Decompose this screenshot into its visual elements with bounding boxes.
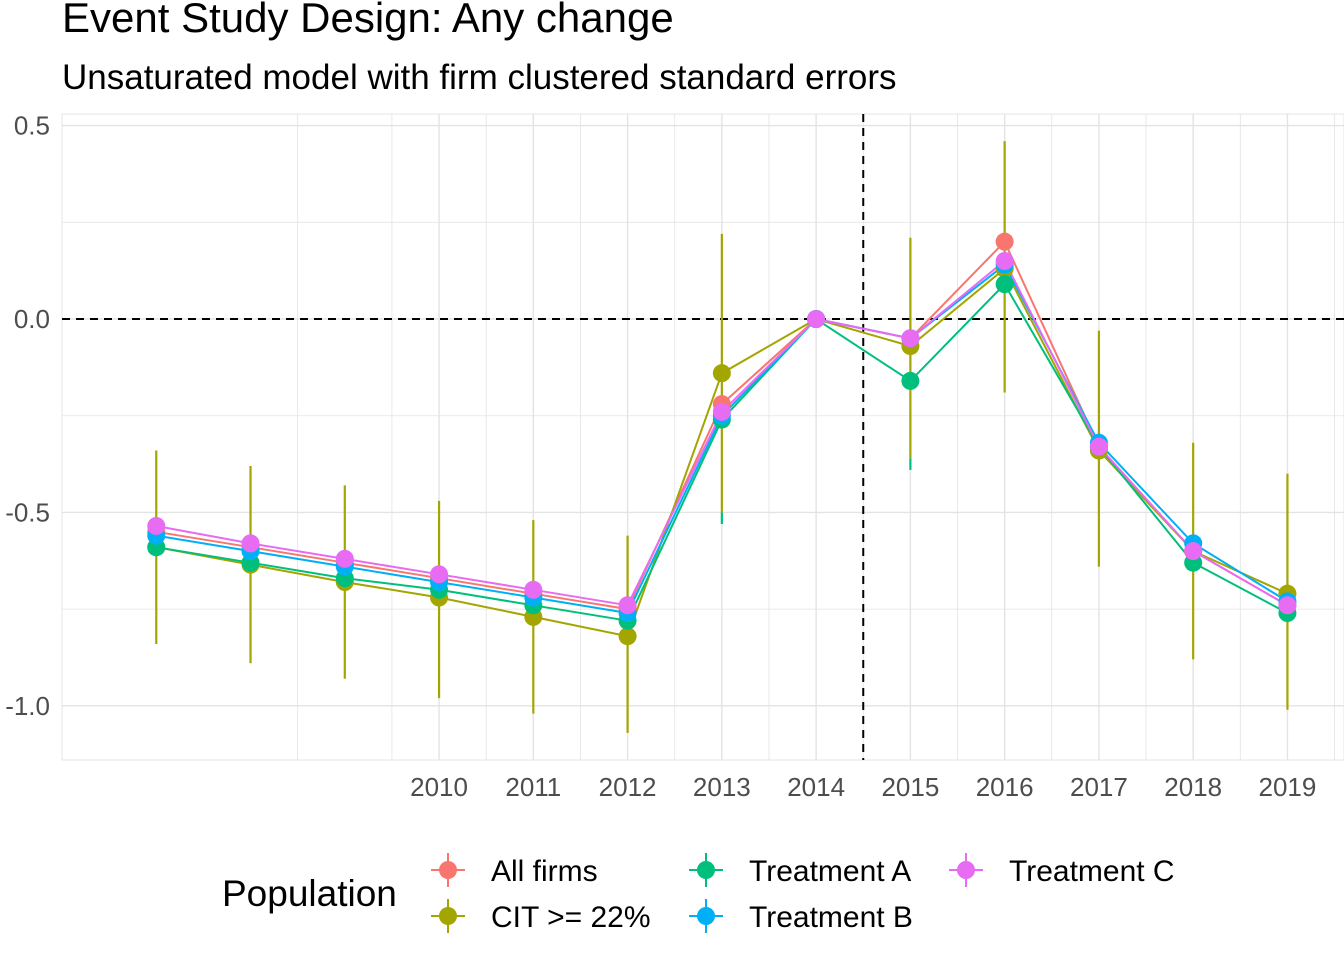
point-treatment-c	[901, 329, 920, 348]
legend-label: CIT >= 22%	[491, 901, 651, 934]
y-tick-label: -1.0	[5, 691, 50, 721]
point-treatment-c	[1184, 542, 1203, 561]
x-tick-label: 2018	[1164, 772, 1222, 802]
point-treatment-c	[524, 580, 543, 599]
axes: 0.5 0.0 -0.5 -1.0 2010 2011 2012 2013 2014 2015 20…	[5, 111, 1316, 802]
x-tick-label: 2016	[976, 772, 1034, 802]
point-treatment-c	[241, 534, 260, 553]
legend: Population All firms CIT >= 22% Treatment A…	[222, 853, 1175, 934]
x-tick-label: 2015	[881, 772, 939, 802]
point-cit-22	[712, 364, 731, 383]
x-tick-label: 2019	[1259, 772, 1317, 802]
x-tick-label: 2013	[693, 772, 751, 802]
legend-entry-treatment-b: Treatment B	[689, 899, 913, 934]
y-tick-label: -0.5	[5, 497, 50, 527]
legend-entry-all-firms: All firms	[431, 853, 598, 888]
point-treatment-c	[807, 310, 826, 329]
series-points	[147, 232, 1297, 646]
legend-title: Population	[222, 873, 397, 914]
x-tick-label: 2012	[599, 772, 657, 802]
legend-label: Treatment B	[749, 901, 913, 934]
reference-lines	[62, 114, 1344, 760]
point-treatment-c	[618, 596, 637, 615]
point-cit-22	[618, 627, 637, 646]
legend-entry-cit-22: CIT >= 22%	[431, 899, 651, 934]
x-tick-label: 2011	[505, 772, 561, 802]
point-treatment-c	[995, 251, 1014, 270]
legend-label: Treatment A	[749, 855, 911, 888]
point-all-firms	[995, 232, 1014, 251]
legend-key-point	[439, 861, 457, 879]
legend-key-point	[957, 861, 975, 879]
y-tick-label: 0.0	[14, 304, 50, 334]
point-treatment-c	[430, 565, 449, 584]
point-treatment-c	[1278, 596, 1297, 615]
legend-label: All firms	[491, 855, 598, 888]
grid-lines	[61, 113, 1344, 761]
legend-entry-treatment-a: Treatment A	[689, 853, 911, 888]
legend-key-point	[697, 907, 715, 925]
x-tick-label: 2010	[410, 772, 468, 802]
x-tick-label: 2014	[787, 772, 845, 802]
point-treatment-a	[901, 371, 920, 390]
chart-subtitle: Unsaturated model with firm clustered st…	[62, 58, 897, 97]
y-tick-label: 0.5	[14, 111, 50, 141]
legend-key-point	[697, 861, 715, 879]
chart-title: Event Study Design: Any change	[62, 0, 674, 41]
point-treatment-c	[1089, 437, 1108, 456]
point-treatment-c	[335, 549, 354, 568]
x-tick-label: 2017	[1070, 772, 1128, 802]
legend-entry-treatment-c: Treatment C	[949, 853, 1175, 888]
legend-key-point	[439, 907, 457, 925]
point-treatment-c	[147, 516, 166, 535]
point-treatment-a	[995, 275, 1014, 294]
legend-label: Treatment C	[1009, 855, 1175, 888]
panel-border	[61, 113, 1344, 761]
point-treatment-c	[712, 402, 731, 421]
